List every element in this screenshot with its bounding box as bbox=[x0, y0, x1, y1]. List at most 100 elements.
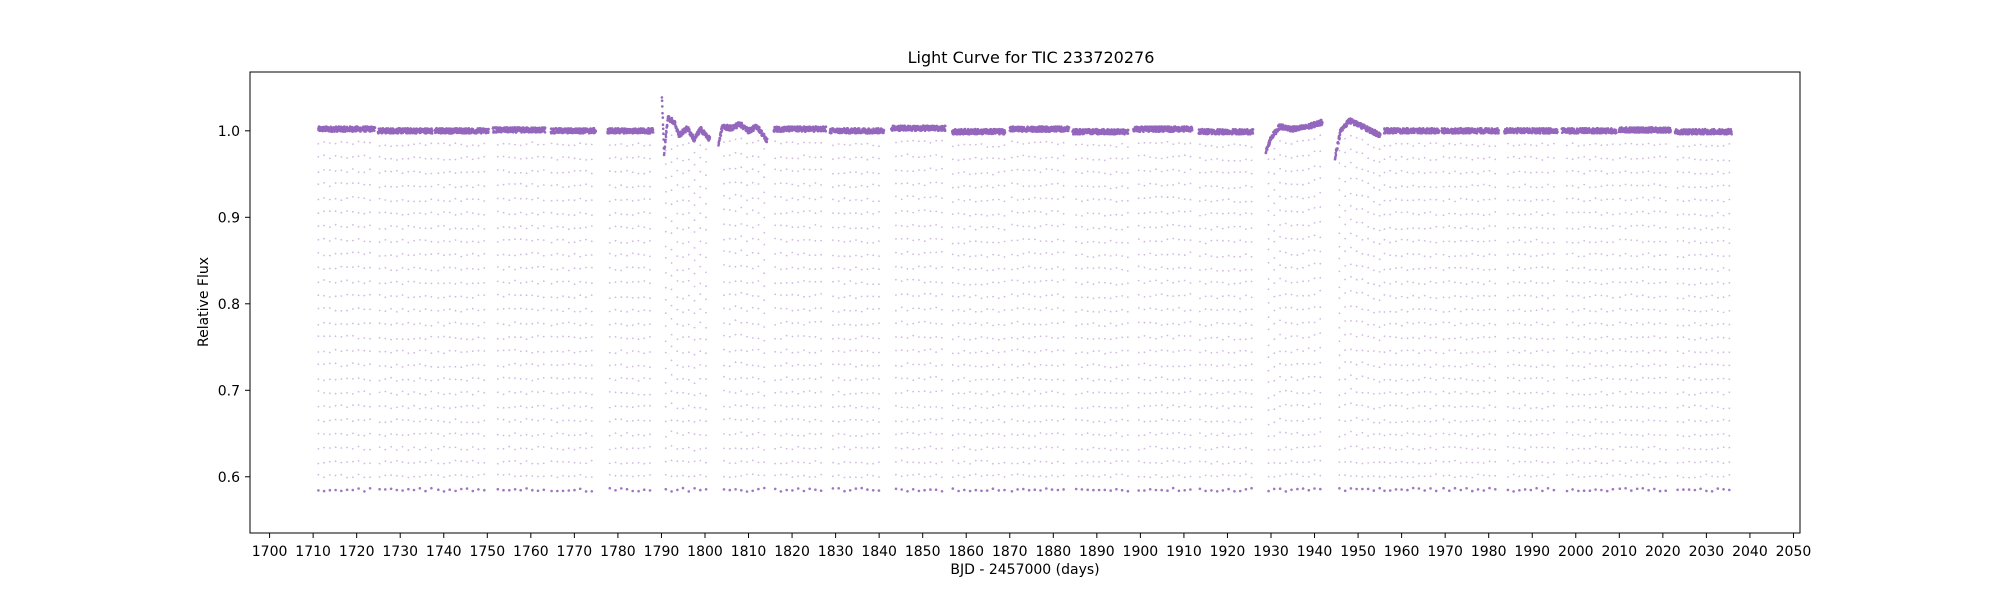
eclipse-point bbox=[542, 363, 545, 366]
eclipse-point bbox=[785, 334, 788, 337]
eclipse-point bbox=[454, 378, 457, 381]
eclipse-point bbox=[670, 274, 673, 277]
eclipse-point bbox=[384, 254, 387, 257]
eclipse-point bbox=[797, 363, 799, 366]
eclipse-point bbox=[537, 282, 539, 285]
eclipse-point bbox=[774, 168, 777, 171]
eclipse-point bbox=[525, 172, 528, 175]
eclipse-point bbox=[334, 223, 337, 226]
eclipse-point bbox=[803, 182, 805, 185]
flux-point bbox=[663, 151, 666, 155]
eclipse-point bbox=[401, 338, 404, 340]
eclipse-point bbox=[676, 419, 679, 422]
eclipse-point bbox=[323, 254, 325, 257]
eclipse-point bbox=[734, 210, 737, 213]
eclipse-point bbox=[608, 420, 611, 423]
eclipse-point bbox=[872, 474, 874, 477]
eclipse-point bbox=[837, 311, 840, 313]
eclipse-point bbox=[814, 336, 817, 338]
eclipse-point bbox=[895, 155, 897, 158]
eclipse-point bbox=[837, 323, 840, 326]
eclipse-point bbox=[664, 163, 667, 165]
eclipse-point bbox=[424, 213, 427, 215]
eclipse-point bbox=[780, 268, 782, 271]
flux-point bbox=[830, 131, 833, 135]
eclipse-point bbox=[664, 245, 667, 248]
eclipse-point bbox=[542, 266, 545, 268]
eclipse-point bbox=[502, 308, 505, 310]
eclipse-point bbox=[502, 169, 505, 172]
eclipse-point bbox=[699, 127, 702, 130]
eclipse-point bbox=[369, 127, 371, 130]
eclipse-point bbox=[448, 432, 451, 435]
eclipse-point bbox=[395, 433, 398, 436]
eclipse-point bbox=[537, 419, 539, 422]
eclipse-point bbox=[751, 447, 754, 450]
eclipse-point bbox=[363, 154, 366, 157]
eclipse-point bbox=[346, 252, 349, 255]
eclipse-point bbox=[573, 283, 576, 285]
eclipse-point bbox=[483, 447, 486, 450]
eclipse-point bbox=[791, 141, 794, 144]
eclipse-point bbox=[626, 462, 628, 465]
eclipse-point bbox=[837, 446, 840, 449]
eclipse-point bbox=[814, 364, 817, 367]
eclipse-point bbox=[328, 240, 331, 242]
eclipse-point bbox=[693, 151, 696, 154]
eclipse-point bbox=[751, 127, 754, 130]
eclipse-point bbox=[525, 433, 528, 436]
eclipse-point bbox=[614, 281, 617, 283]
eclipse-point bbox=[849, 404, 852, 407]
eclipse-point bbox=[537, 170, 539, 173]
eclipse-point bbox=[620, 323, 623, 326]
eclipse-point bbox=[443, 282, 445, 285]
eclipse-point bbox=[734, 433, 737, 435]
eclipse-point bbox=[843, 446, 846, 448]
eclipse-point bbox=[384, 421, 387, 424]
eclipse-point bbox=[808, 487, 811, 491]
eclipse-point bbox=[802, 196, 805, 198]
eclipse-point bbox=[746, 224, 748, 227]
eclipse-point bbox=[323, 154, 325, 157]
eclipse-point bbox=[866, 420, 869, 423]
eclipse-point bbox=[363, 448, 366, 451]
eclipse-point bbox=[664, 473, 667, 476]
eclipse-point bbox=[751, 181, 754, 184]
eclipse-point bbox=[797, 475, 799, 478]
eclipse-point bbox=[637, 142, 640, 145]
eclipse-point bbox=[502, 323, 505, 326]
eclipse-point bbox=[346, 239, 348, 242]
eclipse-point bbox=[340, 365, 343, 368]
eclipse-point bbox=[734, 333, 737, 336]
flux-point bbox=[717, 142, 721, 146]
eclipse-point bbox=[329, 210, 331, 213]
eclipse-point bbox=[676, 280, 679, 282]
eclipse-point bbox=[407, 321, 410, 324]
eclipse-point bbox=[728, 308, 731, 311]
eclipse-point bbox=[454, 350, 457, 352]
eclipse-point bbox=[693, 487, 696, 490]
eclipse-point bbox=[785, 473, 788, 476]
eclipse-point bbox=[637, 281, 640, 283]
eclipse-point bbox=[728, 126, 731, 128]
eclipse-point bbox=[626, 474, 628, 477]
eclipse-point bbox=[785, 157, 788, 160]
eclipse-point bbox=[537, 335, 539, 337]
eclipse-point bbox=[820, 350, 823, 352]
eclipse-point bbox=[419, 377, 421, 380]
eclipse-point bbox=[665, 176, 667, 179]
eclipse-point bbox=[626, 226, 628, 229]
eclipse-point bbox=[585, 419, 587, 421]
eclipse-point bbox=[872, 365, 875, 367]
eclipse-point bbox=[614, 225, 617, 228]
eclipse-point bbox=[866, 364, 869, 367]
eclipse-point bbox=[537, 309, 539, 312]
eclipse-point bbox=[676, 460, 679, 463]
eclipse-point bbox=[637, 322, 640, 325]
eclipse-point bbox=[460, 405, 463, 408]
eclipse-point bbox=[608, 130, 611, 133]
eclipse-point bbox=[369, 448, 371, 451]
eclipse-point bbox=[780, 391, 782, 393]
eclipse-point bbox=[384, 390, 387, 393]
eclipse-point bbox=[751, 155, 754, 158]
